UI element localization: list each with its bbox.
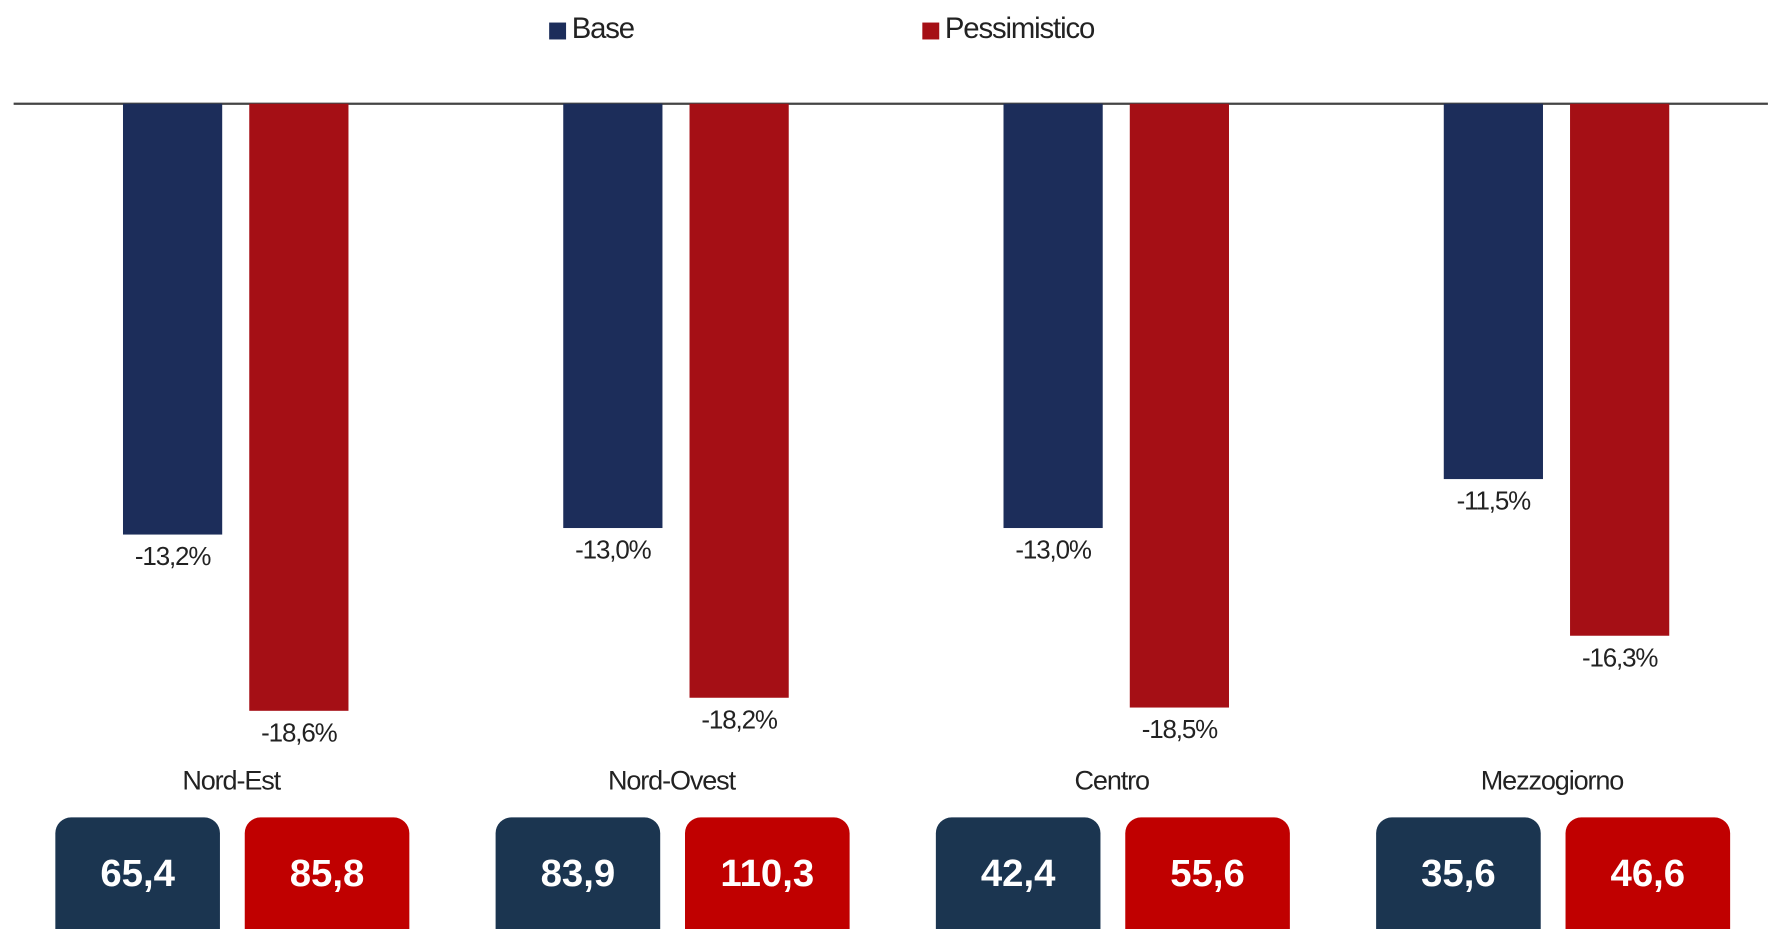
- category-label: Nord-Ovest: [608, 766, 737, 796]
- value-box: [1376, 817, 1541, 929]
- data-label: -18,6%: [261, 719, 337, 747]
- box-label: 55,6: [1170, 852, 1245, 895]
- value-box: [244, 817, 410, 929]
- value-box: [55, 817, 220, 929]
- box-label: 83,9: [541, 852, 616, 895]
- bar: [122, 103, 223, 535]
- category-label: Centro: [1075, 766, 1150, 796]
- data-label: -11,5%: [1457, 488, 1532, 516]
- data-label: -16,3%: [1582, 644, 1658, 672]
- value-box: [685, 817, 850, 929]
- value-box: [935, 817, 1101, 929]
- value-box: [1125, 817, 1290, 929]
- bar: [689, 103, 789, 698]
- legend-label: Pessimistico: [945, 12, 1095, 45]
- category-label: Mezzogiorno: [1481, 766, 1624, 796]
- value-box: [1565, 817, 1731, 929]
- data-label: -18,2%: [701, 706, 777, 734]
- box-label: 35,6: [1421, 852, 1496, 895]
- bar: [563, 103, 663, 529]
- box-label: 65,4: [100, 852, 175, 895]
- data-label: -18,5%: [1142, 716, 1218, 744]
- data-label: -13,2%: [135, 543, 211, 571]
- legend-swatch: [922, 22, 940, 40]
- bar: [1129, 103, 1229, 708]
- box-label: 85,8: [290, 852, 365, 895]
- box-label: 46,6: [1611, 852, 1686, 895]
- data-label: -13,0%: [1015, 537, 1091, 565]
- bar: [1570, 103, 1670, 636]
- box-label: 110,3: [720, 852, 814, 895]
- legend-label: Base: [572, 12, 634, 45]
- category-label: Nord-Est: [182, 766, 281, 796]
- value-box: [495, 817, 661, 929]
- data-label: -13,0%: [575, 537, 651, 565]
- box-label: 42,4: [981, 852, 1056, 895]
- bar: [249, 103, 349, 711]
- bar: [1003, 103, 1103, 529]
- legend-swatch: [549, 22, 567, 40]
- bar: [1443, 103, 1543, 480]
